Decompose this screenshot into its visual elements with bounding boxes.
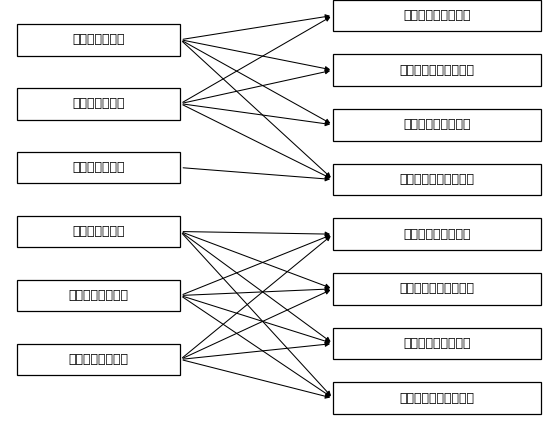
Text: 单个大尺寸非金属磨粒: 单个大尺寸非金属磨粒 [400,64,475,77]
Text: 多个大尺寸金属磨粒: 多个大尺寸金属磨粒 [403,228,471,241]
FancyBboxPatch shape [333,218,541,250]
FancyBboxPatch shape [333,54,541,86]
FancyBboxPatch shape [17,24,180,56]
Text: 单个小尺寸非金属磨粒: 单个小尺寸非金属磨粒 [400,173,475,186]
FancyBboxPatch shape [333,273,541,305]
Text: 激光捕捉多个磨粒: 激光捕捉多个磨粒 [68,353,129,366]
FancyBboxPatch shape [333,0,541,31]
FancyBboxPatch shape [333,109,541,141]
Text: 单个小尺寸金属磨粒: 单个小尺寸金属磨粒 [403,118,471,131]
FancyBboxPatch shape [17,344,180,375]
FancyBboxPatch shape [17,216,180,247]
Text: 多个大尺寸非金属磨粒: 多个大尺寸非金属磨粒 [400,282,475,295]
FancyBboxPatch shape [17,88,180,120]
Text: 多个小尺寸非金属磨粒: 多个小尺寸非金属磨粒 [400,392,475,405]
Text: 电磁信号相位正: 电磁信号相位正 [72,97,125,110]
FancyBboxPatch shape [17,152,180,183]
FancyBboxPatch shape [17,280,180,311]
Text: 电磁信号幅度弱: 电磁信号幅度弱 [72,161,125,174]
Text: 多个小尺寸金属磨粒: 多个小尺寸金属磨粒 [403,337,471,350]
Text: 单个大尺寸金属磨粒: 单个大尺寸金属磨粒 [403,9,471,22]
Text: 电磁信号幅度强: 电磁信号幅度强 [72,33,125,46]
Text: 激光捕捉单个磨粒: 激光捕捉单个磨粒 [68,289,129,302]
FancyBboxPatch shape [333,164,541,195]
FancyBboxPatch shape [333,328,541,359]
Text: 电磁信号相位反: 电磁信号相位反 [72,225,125,238]
FancyBboxPatch shape [333,382,541,414]
